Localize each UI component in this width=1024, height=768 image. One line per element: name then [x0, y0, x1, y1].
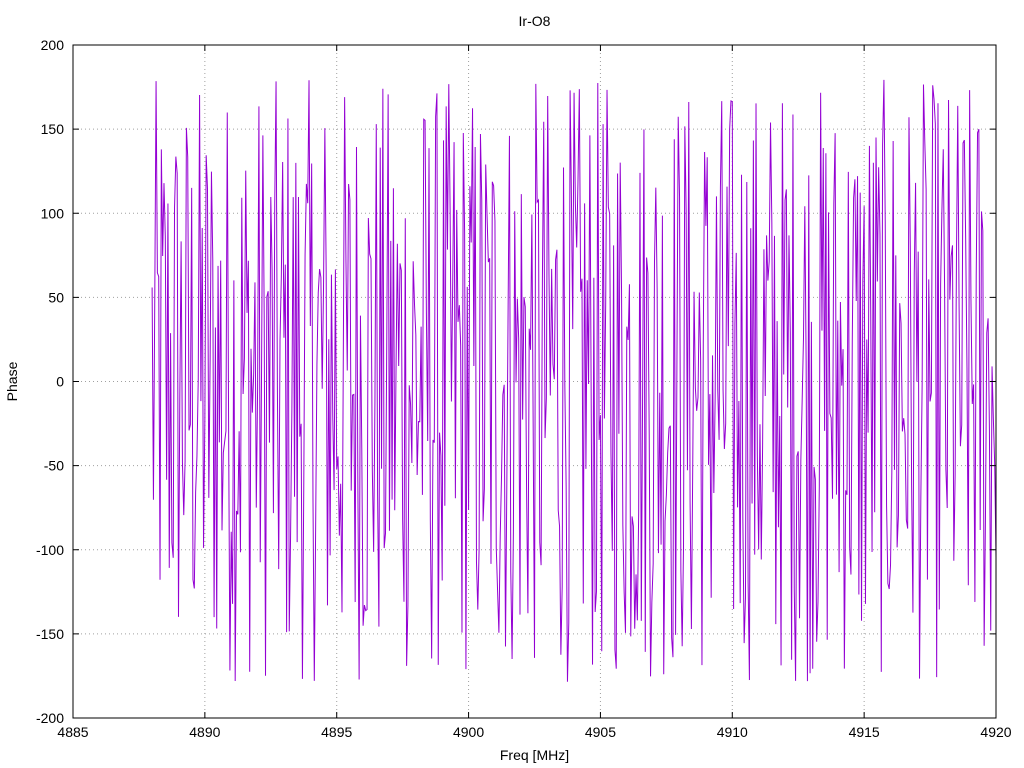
- y-tick-label: -50: [44, 458, 64, 474]
- y-tick-label: -150: [36, 626, 64, 642]
- x-tick-label: 4890: [189, 724, 220, 740]
- x-axis-title: Freq [MHz]: [500, 747, 569, 763]
- x-tick-label: 4905: [585, 724, 616, 740]
- phase-series-line: [151, 79, 997, 682]
- x-tick-label: 4895: [321, 724, 352, 740]
- x-tick-label: 4915: [849, 724, 880, 740]
- y-tick-label: 50: [48, 289, 64, 305]
- axis-ticks: 4885 4890 4895 4900 4905 4910 4915 4920 -200 -150…: [36, 37, 1012, 740]
- y-tick-label: -100: [36, 542, 64, 558]
- x-tick-label: 4885: [57, 724, 88, 740]
- x-tick-label: 4910: [717, 724, 748, 740]
- chart-title: Ir-O8: [519, 13, 551, 29]
- y-tick-label: 100: [41, 205, 65, 221]
- y-tick-label: 200: [41, 37, 65, 53]
- x-tick-label: 4900: [453, 724, 484, 740]
- x-tick-label: 4920: [980, 724, 1011, 740]
- series-group: [151, 79, 997, 682]
- y-axis-title: Phase: [4, 361, 20, 401]
- y-tick-label: 0: [56, 374, 64, 390]
- y-tick-label: -200: [36, 710, 64, 726]
- grid: [73, 45, 996, 718]
- y-tick-label: 150: [41, 121, 65, 137]
